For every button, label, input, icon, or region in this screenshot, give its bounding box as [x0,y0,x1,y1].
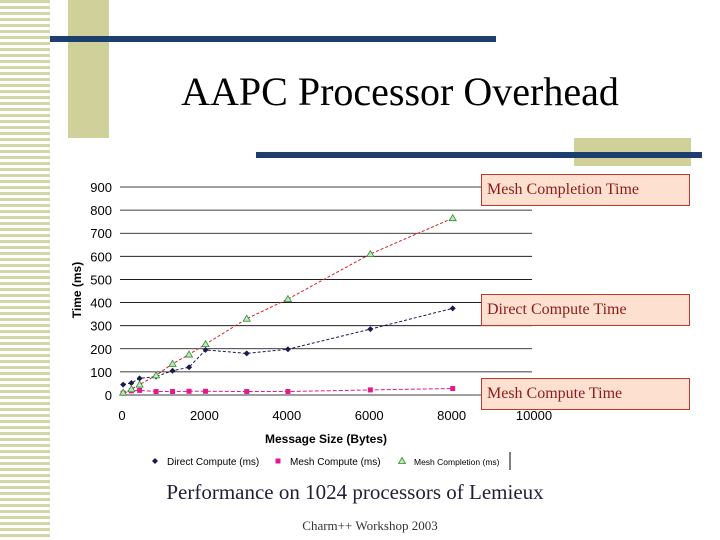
y-axis-label: Time (ms) [70,262,84,318]
y-tick-labels: 0 100 200 300 400 500 600 700 800 900 [90,180,112,403]
y-tick-100: 100 [90,365,112,380]
callout-mesh-completion: Mesh Completion Time [481,174,690,206]
series-3 [118,213,457,396]
data-point-1-7 [202,346,209,353]
data-point-2-7 [203,388,209,394]
data-point-3-6 [184,350,194,358]
data-point-3-5 [168,359,177,367]
callout-mesh-compute: Mesh Compute Time [481,378,690,410]
data-point-3-1 [118,388,128,396]
data-point-3-2 [127,384,136,393]
data-point-1-5 [169,367,176,374]
y-tick-300: 300 [90,319,112,334]
decorative-stripes [0,0,50,540]
data-point-2-5 [170,389,176,395]
data-point-3-7 [201,339,210,348]
x-tick-10000: 10000 [516,408,552,423]
data-point-1-9 [284,346,291,353]
legend-label-1: Direct Compute (ms) [167,457,259,468]
data-point-2-8 [244,389,250,395]
data-point-2-10 [367,387,373,393]
data-point-1-2 [128,379,135,386]
data-point-1-8 [243,350,250,357]
legend-marker-1 [152,458,158,464]
x-axis-label: Message Size (Bytes) [265,432,387,446]
callout-direct-compute: Direct Compute Time [481,294,690,326]
data-point-1-1 [120,381,127,388]
chart-grid [120,186,532,373]
title-bar-top [50,36,496,42]
x-tick-6000: 6000 [355,408,384,423]
data-point-3-4 [151,371,161,379]
legend-marker-2 [275,458,281,464]
y-tick-900: 900 [90,180,112,195]
x-tick-2000: 2000 [190,408,219,423]
data-point-3-3 [135,380,144,388]
y-tick-200: 200 [90,342,112,357]
accent-block-top-left [68,0,109,138]
slide-footer: Charm++ Workshop 2003 [302,518,438,533]
y-tick-800: 800 [90,203,112,218]
data-point-1-3 [136,375,143,382]
title-bar-bottom [256,152,702,158]
slide-title: AAPC Processor Overhead [181,69,619,114]
legend-label-2: Mesh Compute (ms) [290,457,381,468]
y-tick-400: 400 [90,296,112,311]
y-tick-700: 700 [90,226,112,241]
x-tick-labels: 0 2000 4000 6000 8000 10000 [118,408,552,423]
x-tick-0: 0 [118,408,125,423]
chart-series [118,213,457,396]
data-point-3-8 [242,314,251,322]
legend-marker-3 [397,456,407,464]
chart-legend: Direct Compute (ms) Mesh Compute (ms) Mesh… [152,452,511,470]
data-point-2-9 [285,389,291,395]
data-point-1-10 [367,326,374,333]
slide-caption: Performance on 1024 processors of Lemieu… [166,480,544,504]
data-point-3-10 [366,249,375,257]
x-tick-4000: 4000 [272,408,301,423]
data-point-2-11 [450,386,456,392]
data-point-3-11 [448,213,457,222]
data-point-2-3 [137,387,143,393]
y-tick-500: 500 [90,272,112,287]
y-tick-600: 600 [90,249,112,264]
data-point-1-6 [186,364,193,371]
data-point-1-11 [449,305,456,312]
series-2 [120,386,456,396]
legend-label-3: Mesh Completion (ms) [414,457,500,467]
data-point-2-6 [186,388,192,394]
y-tick-0: 0 [105,388,112,403]
series-1 [120,305,456,388]
data-point-2-4 [153,389,159,395]
x-tick-8000: 8000 [437,408,466,423]
data-point-3-9 [283,294,293,302]
